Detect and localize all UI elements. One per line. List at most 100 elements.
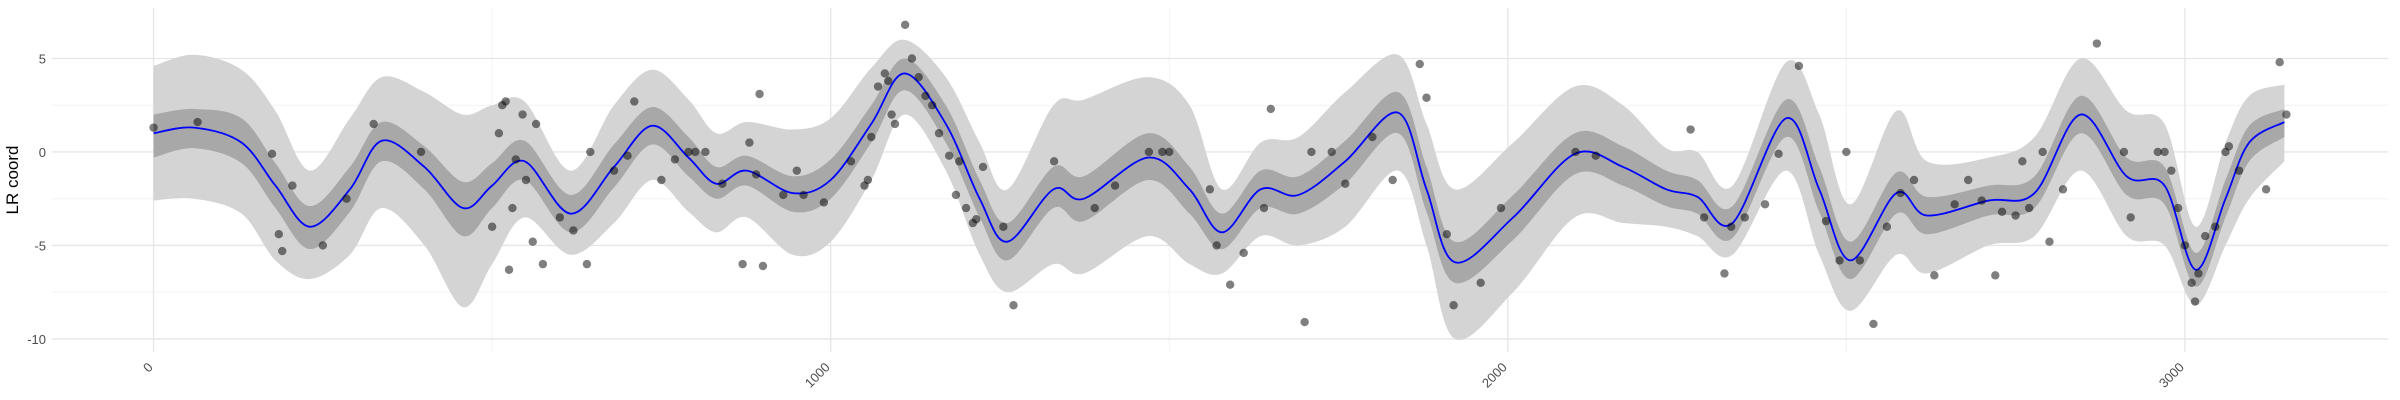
data-point xyxy=(2211,222,2220,231)
data-point xyxy=(2200,231,2210,241)
data-point xyxy=(928,101,937,110)
data-point xyxy=(1950,200,1959,209)
data-point xyxy=(518,110,527,119)
data-point xyxy=(2194,269,2203,278)
data-point xyxy=(521,175,531,185)
data-point xyxy=(1476,278,1485,288)
data-point xyxy=(819,198,829,207)
data-point xyxy=(1442,230,1452,239)
data-point xyxy=(1422,93,1431,102)
data-point xyxy=(755,89,764,99)
y-axis-title: LR coord xyxy=(3,146,22,215)
data-point xyxy=(2282,110,2291,119)
data-point xyxy=(528,237,537,246)
data-point xyxy=(1727,222,1736,231)
data-point xyxy=(670,155,680,164)
data-point xyxy=(863,175,873,185)
data-point xyxy=(1165,147,1174,157)
data-point xyxy=(2058,185,2068,194)
data-point xyxy=(569,226,578,235)
data-point xyxy=(1882,222,1892,231)
data-point xyxy=(799,190,808,200)
data-point xyxy=(1821,216,1831,226)
data-point xyxy=(2011,211,2020,220)
data-point xyxy=(1259,203,1269,213)
data-point xyxy=(2045,237,2054,246)
y-tick-label: -5 xyxy=(34,238,46,253)
data-point xyxy=(657,175,666,185)
data-point xyxy=(1997,207,2007,216)
data-point xyxy=(921,91,930,101)
data-point xyxy=(779,190,788,200)
data-point xyxy=(1300,317,1309,327)
data-point xyxy=(873,82,883,91)
data-point xyxy=(1449,301,1458,310)
data-point xyxy=(1760,200,1770,209)
data-point xyxy=(2190,297,2200,306)
data-point xyxy=(951,190,961,200)
data-point xyxy=(267,149,277,159)
data-point xyxy=(609,166,619,175)
data-point xyxy=(1963,175,1973,185)
data-point xyxy=(691,147,700,157)
data-point xyxy=(1496,203,1506,213)
data-point xyxy=(2092,39,2102,48)
data-point xyxy=(586,147,595,157)
data-point xyxy=(2173,203,2183,213)
data-point xyxy=(504,265,514,274)
data-point xyxy=(880,69,890,78)
data-point xyxy=(2119,147,2129,157)
data-point xyxy=(751,170,761,179)
data-point xyxy=(2038,147,2047,157)
data-point xyxy=(2187,278,2196,288)
data-point xyxy=(1855,256,1865,265)
data-point xyxy=(1869,319,1878,329)
data-point xyxy=(1205,185,1215,194)
data-point xyxy=(1591,151,1600,160)
data-point xyxy=(1327,147,1336,157)
data-point xyxy=(1835,256,1844,265)
data-point xyxy=(582,259,592,269)
data-point xyxy=(623,151,632,160)
data-point xyxy=(1415,59,1424,69)
data-point xyxy=(1388,175,1397,185)
data-point xyxy=(884,76,893,86)
data-point xyxy=(2024,203,2034,213)
data-point xyxy=(718,179,727,188)
data-point xyxy=(900,20,910,30)
data-point xyxy=(1909,175,1919,185)
confidence-band xyxy=(153,39,2285,341)
data-point xyxy=(487,222,497,231)
data-point xyxy=(278,246,287,256)
data-point xyxy=(972,215,981,224)
data-point xyxy=(914,72,923,82)
data-point xyxy=(501,97,510,106)
data-point xyxy=(1794,61,1804,71)
data-point xyxy=(1110,181,1120,190)
data-point xyxy=(934,129,944,138)
data-point xyxy=(2234,166,2244,175)
data-point xyxy=(978,162,988,172)
data-point xyxy=(1977,196,1986,205)
data-point xyxy=(944,151,954,160)
data-point xyxy=(1720,269,1729,278)
data-point xyxy=(1896,188,1905,198)
data-point xyxy=(1090,203,1099,213)
data-point xyxy=(1368,132,1377,142)
data-point xyxy=(792,166,802,175)
y-tick-label: 0 xyxy=(39,145,46,160)
data-point xyxy=(1225,280,1235,289)
data-point xyxy=(538,259,548,269)
data-point xyxy=(630,97,639,106)
data-point xyxy=(1699,213,1709,222)
data-point xyxy=(1686,125,1695,134)
data-point xyxy=(1158,147,1167,157)
data-point xyxy=(1774,149,1783,159)
data-point xyxy=(684,147,693,157)
confidence-band xyxy=(153,58,2285,287)
data-point xyxy=(1930,271,1939,280)
data-point xyxy=(274,230,284,239)
data-point xyxy=(288,181,297,190)
